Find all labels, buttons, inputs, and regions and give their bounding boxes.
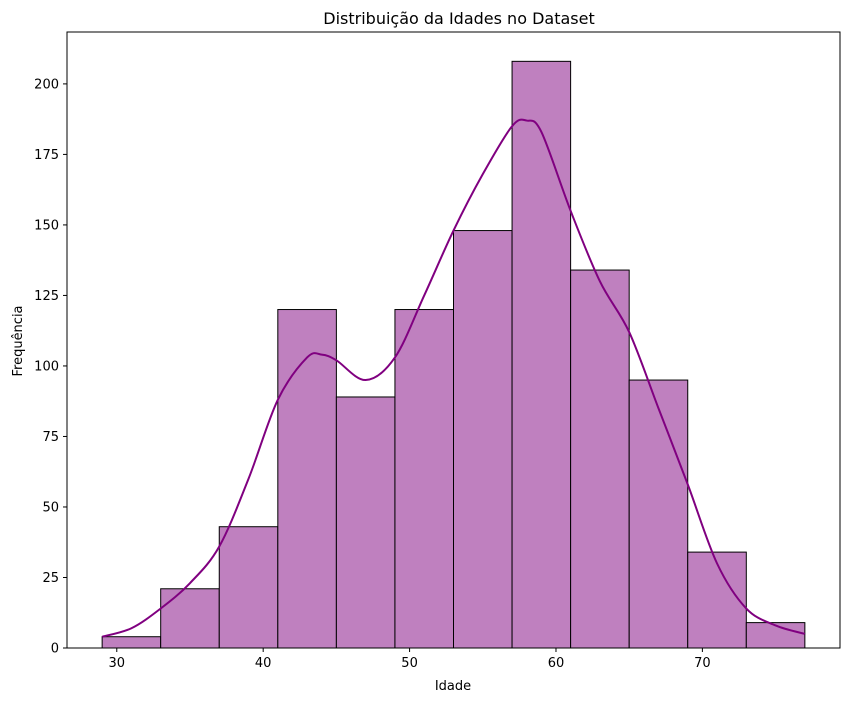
histogram-bar <box>687 551 747 649</box>
x-axis-label: Idade <box>435 679 471 694</box>
x-tick-label: 60 <box>548 656 565 671</box>
x-tick-label: 50 <box>401 656 418 671</box>
y-tick-label: 175 <box>34 148 59 163</box>
histogram-bar <box>745 622 806 649</box>
y-axis-ticks: 0 25 50 75 100 125 150 175 200 <box>34 77 67 657</box>
histogram-bar <box>628 379 689 649</box>
plot-frame <box>66 31 841 649</box>
x-tick-label: 40 <box>255 656 272 671</box>
histogram-bar <box>394 309 454 649</box>
histogram-bar <box>218 526 279 649</box>
y-tick-label: 25 <box>42 571 59 586</box>
histogram-bar <box>511 60 572 649</box>
y-tick-label: 50 <box>42 500 59 515</box>
histogram-bar <box>277 309 337 649</box>
histogram-bar <box>453 230 513 649</box>
chart-title: Distribuição da Idades no Dataset <box>323 9 594 28</box>
kde-line <box>101 118 806 638</box>
x-tick-label: 30 <box>109 656 126 671</box>
bars-group <box>101 60 806 649</box>
y-tick-label: 100 <box>34 359 59 374</box>
x-axis-ticks: 30 40 50 60 70 <box>109 648 711 671</box>
y-tick-label: 125 <box>34 289 59 304</box>
y-tick-label: 75 <box>42 430 59 445</box>
histogram-bar <box>335 396 396 649</box>
histogram-bar <box>101 636 162 649</box>
x-tick-label: 70 <box>694 656 711 671</box>
y-tick-label: 150 <box>34 218 59 233</box>
histogram-bar <box>570 269 630 649</box>
y-tick-label: 200 <box>34 77 59 92</box>
y-axis-label: Frequência <box>11 305 26 376</box>
histogram-bar <box>160 588 220 649</box>
y-tick-label: 0 <box>51 642 59 657</box>
